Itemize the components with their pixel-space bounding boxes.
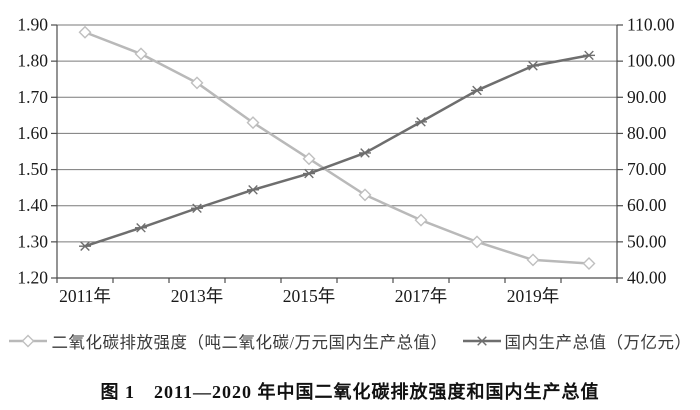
co2-data-point-marker xyxy=(134,47,148,61)
co2-data-point-marker xyxy=(582,257,596,271)
asterisk-marker-icon xyxy=(462,336,501,346)
gdp-line xyxy=(84,54,590,248)
co2-data-point-marker xyxy=(78,25,92,39)
gdp-data-point-marker xyxy=(584,50,594,61)
legend-label-co2-intensity: 二氧化碳排放强度（吨二氧化碳/万元国内生产总值） xyxy=(51,333,448,352)
left-axis-tick-label: 1.70 xyxy=(17,87,48,107)
left-axis-tick-label: 1.20 xyxy=(17,268,48,288)
figure-caption: 图 1 2011—2020 年中国二氧化碳排放强度和国内生产总值 xyxy=(100,382,600,402)
gdp-data-point-marker xyxy=(304,168,314,179)
x-axis-tick-label: 2017年 xyxy=(395,286,448,306)
legend-label-gdp: 国内生产总值（万亿元） xyxy=(504,333,692,352)
left-axis-tick-label: 1.30 xyxy=(17,231,48,251)
gdp-data-point-marker xyxy=(248,185,258,195)
co2-data-point-marker xyxy=(526,253,540,267)
legend-item-gdp: 国内生产总值（万亿元） xyxy=(462,329,692,353)
x-axis-tick-label: 2013年 xyxy=(171,286,224,306)
gdp-data-point-marker xyxy=(528,61,538,71)
x-axis-tick-label: 2011年 xyxy=(59,286,111,306)
left-axis-tick-label: 1.40 xyxy=(17,195,48,215)
dual-axis-line-chart: 1.20 40.00 1.30 50.00 1.40 60.00 1.50 70.00 1.60… xyxy=(17,15,675,307)
gdp-data-point-marker xyxy=(136,222,146,233)
gdp-data-point-marker xyxy=(192,203,202,214)
legend-item-co2-intensity: 二氧化碳排放强度（吨二氧化碳/万元国内生产总值） xyxy=(8,329,447,353)
gdp-data-point-marker xyxy=(80,241,90,251)
co2-data-point-marker xyxy=(470,235,484,249)
left-axis-tick-label: 1.80 xyxy=(17,51,48,71)
left-axis-tick-label: 1.90 xyxy=(17,15,48,35)
x-axis-tick-label: 2019年 xyxy=(507,286,560,306)
x-axis-tick-label: 2015年 xyxy=(283,286,336,306)
right-axis-tick-label: 60.00 xyxy=(627,195,667,215)
right-axis-tick-label: 40.00 xyxy=(627,268,667,288)
gdp-data-point-marker xyxy=(360,148,370,158)
co2-data-point-marker xyxy=(190,76,204,90)
diamond-marker-icon xyxy=(9,334,48,348)
co2-data-point-marker xyxy=(246,116,260,130)
gdp-data-point-marker xyxy=(472,85,482,96)
right-axis-tick-label: 70.00 xyxy=(627,159,667,179)
right-axis-tick-label: 100.00 xyxy=(627,51,675,71)
left-axis-tick-label: 1.60 xyxy=(17,123,48,143)
right-axis-tick-label: 80.00 xyxy=(627,123,667,143)
right-axis-tick-label: 50.00 xyxy=(627,231,667,251)
chart-legend: 二氧化碳排放强度（吨二氧化碳/万元国内生产总值） 国内生产总值（万亿元） xyxy=(0,329,700,353)
right-axis-tick-label: 110.00 xyxy=(627,15,675,35)
co2-data-point-marker xyxy=(358,188,372,202)
co2-data-point-marker xyxy=(302,152,316,166)
right-axis-tick-label: 90.00 xyxy=(627,87,667,107)
left-axis-tick-label: 1.50 xyxy=(17,159,48,179)
co2-data-point-marker xyxy=(414,213,428,227)
co2-intensity-line xyxy=(84,31,590,265)
gdp-data-point-marker xyxy=(416,117,426,127)
